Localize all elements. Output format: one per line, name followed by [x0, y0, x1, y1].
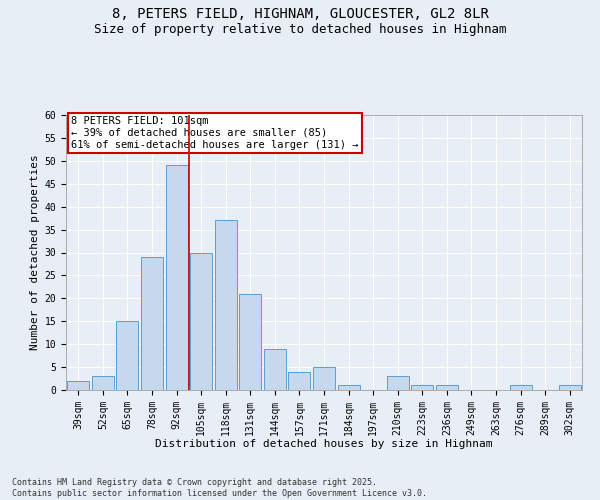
Bar: [411, 386, 433, 390]
Bar: [141, 257, 163, 390]
Text: 8, PETERS FIELD, HIGHNAM, GLOUCESTER, GL2 8LR: 8, PETERS FIELD, HIGHNAM, GLOUCESTER, GL…: [112, 8, 488, 22]
X-axis label: Distribution of detached houses by size in Highnam: Distribution of detached houses by size …: [155, 439, 493, 449]
Bar: [116, 322, 139, 390]
Text: Contains HM Land Registry data © Crown copyright and database right 2025.
Contai: Contains HM Land Registry data © Crown c…: [12, 478, 427, 498]
Bar: [436, 386, 458, 390]
Bar: [166, 166, 188, 390]
Text: 8 PETERS FIELD: 101sqm
← 39% of detached houses are smaller (85)
61% of semi-det: 8 PETERS FIELD: 101sqm ← 39% of detached…: [71, 116, 359, 150]
Bar: [509, 386, 532, 390]
Bar: [239, 294, 262, 390]
Bar: [559, 386, 581, 390]
Bar: [190, 252, 212, 390]
Bar: [386, 376, 409, 390]
Bar: [338, 386, 359, 390]
Y-axis label: Number of detached properties: Number of detached properties: [31, 154, 40, 350]
Bar: [215, 220, 237, 390]
Bar: [264, 349, 286, 390]
Bar: [289, 372, 310, 390]
Text: Size of property relative to detached houses in Highnam: Size of property relative to detached ho…: [94, 22, 506, 36]
Bar: [67, 381, 89, 390]
Bar: [92, 376, 114, 390]
Bar: [313, 367, 335, 390]
